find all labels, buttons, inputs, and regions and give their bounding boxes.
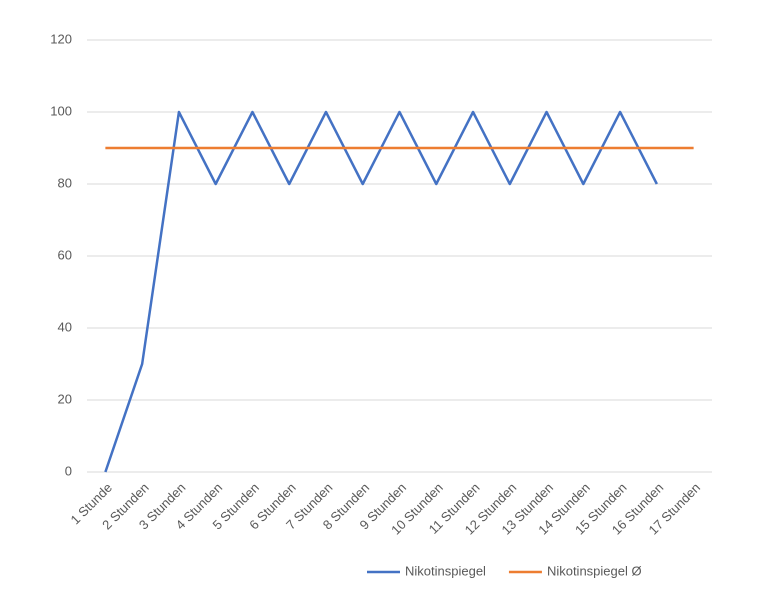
series-line [104, 110, 658, 473]
legend-label: Nikotinspiegel Ø [547, 563, 642, 578]
y-tick-label: 40 [58, 319, 72, 334]
y-tick-label: 80 [58, 175, 72, 190]
legend-label: Nikotinspiegel [405, 563, 486, 578]
y-tick-label: 100 [50, 103, 72, 118]
y-tick-label: 60 [58, 247, 72, 262]
y-tick-label: 120 [50, 31, 72, 46]
y-tick-label: 0 [65, 463, 72, 478]
y-tick-label: 20 [58, 391, 72, 406]
